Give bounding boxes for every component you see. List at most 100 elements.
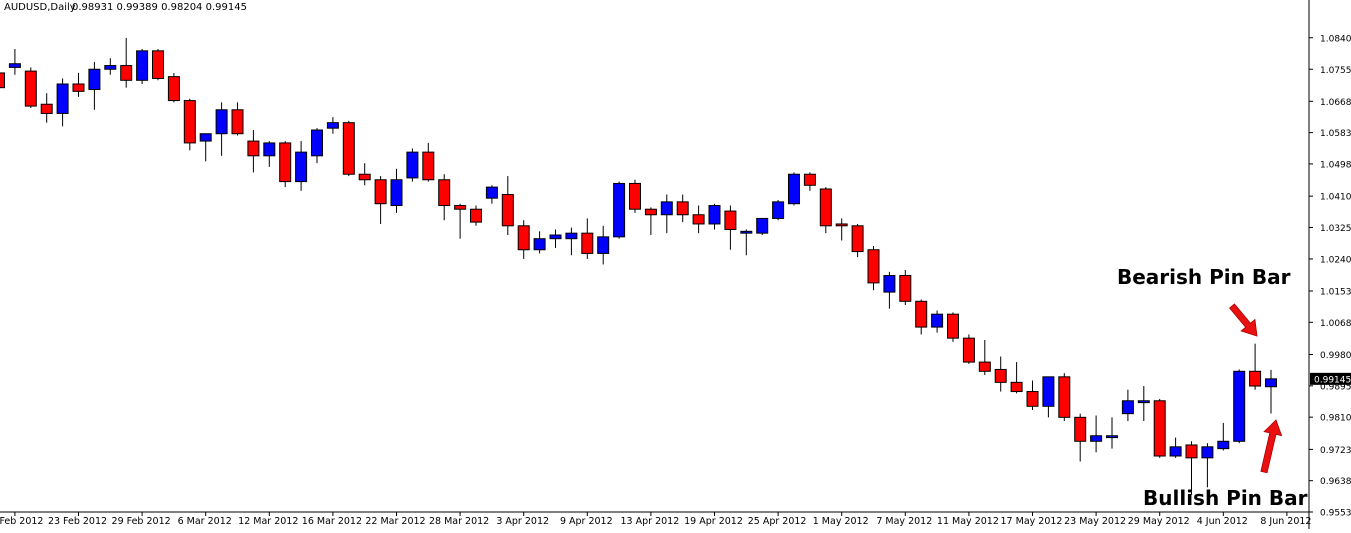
candle <box>295 141 308 191</box>
candle <box>1026 380 1039 410</box>
x-tick-label: 8 Jun 2012 <box>1260 516 1311 527</box>
y-tick-label: 1.04105 <box>1320 193 1351 203</box>
candle <box>470 205 482 226</box>
candle <box>136 48 149 84</box>
candle <box>167 72 180 103</box>
candle-body <box>342 122 355 175</box>
candle-body <box>1201 446 1214 459</box>
candle-body <box>247 140 260 157</box>
candle <box>231 102 244 136</box>
candle-body <box>899 275 912 302</box>
candle-body <box>1090 435 1103 442</box>
candle <box>883 271 896 309</box>
current-price-label: 0.99145 <box>1314 375 1351 385</box>
y-tick-label: 1.05830 <box>1320 129 1351 139</box>
y-tick-label: 1.07550 <box>1320 66 1351 76</box>
candle <box>629 179 641 213</box>
candle <box>24 67 37 108</box>
candle <box>740 229 753 256</box>
candle-body <box>1153 400 1166 457</box>
candle-body <box>24 70 37 107</box>
candle <box>247 130 260 173</box>
candle <box>263 141 276 167</box>
y-tick-label: 0.99805 <box>1320 351 1351 361</box>
candle-body <box>167 76 180 102</box>
candle <box>1090 415 1103 453</box>
candle-body <box>295 151 308 183</box>
y-tick-label: 1.01530 <box>1320 287 1351 297</box>
candle <box>803 172 816 191</box>
candle-body <box>756 217 769 234</box>
candle <box>613 181 626 239</box>
y-tick-label: 1.02400 <box>1320 255 1351 265</box>
x-tick-label: 19 Apr 2012 <box>684 516 743 527</box>
x-tick-label: 17 May 2012 <box>1001 516 1063 527</box>
candle-body <box>851 225 864 253</box>
candle-body <box>56 83 69 114</box>
candle-body <box>1121 400 1134 415</box>
candle-body <box>962 337 975 363</box>
candle-body <box>406 151 419 179</box>
candle <box>454 203 467 239</box>
candle-body <box>485 186 498 199</box>
candle-body <box>565 232 578 240</box>
candle <box>374 176 387 224</box>
x-tick-label: 7 May 2012 <box>876 516 932 527</box>
y-tick-label: 1.03255 <box>1320 224 1351 234</box>
candle <box>549 229 562 248</box>
candle-body <box>644 208 657 216</box>
candle-body <box>1185 444 1198 459</box>
candle-body <box>0 72 5 89</box>
candle-body <box>231 109 244 135</box>
x-tick-label: 25 Apr 2012 <box>748 516 807 527</box>
y-tick-label: 0.95530 <box>1320 509 1351 519</box>
candle <box>835 218 848 241</box>
candle-body <box>1074 416 1087 442</box>
candle <box>88 61 101 110</box>
candle-body <box>994 368 1007 383</box>
candle-body <box>803 173 816 186</box>
x-tick-label: 22 Mar 2012 <box>365 516 425 527</box>
candle <box>56 78 69 127</box>
candle-body <box>358 173 371 181</box>
candle-body <box>1233 370 1246 442</box>
candle-body <box>311 129 323 157</box>
candle-body <box>772 201 785 219</box>
candle-body <box>883 275 896 293</box>
candle <box>597 225 610 265</box>
candle-body <box>72 83 85 92</box>
candle-body <box>263 142 276 157</box>
x-tick-label: 6 Mar 2012 <box>178 516 232 527</box>
bearish-arrow-shape <box>1228 303 1258 337</box>
candle-body <box>613 182 626 238</box>
candle <box>326 117 339 134</box>
candle-body <box>867 249 880 284</box>
annotations-layer: Bearish Pin Bar Bullish Pin Bar <box>1117 265 1308 510</box>
candle-body <box>724 210 737 230</box>
candle-body <box>152 50 164 79</box>
candle-body <box>199 133 212 142</box>
candle-body <box>1137 400 1150 404</box>
candle <box>581 218 594 259</box>
candle-body <box>120 65 133 81</box>
candle <box>311 128 323 164</box>
candle-body <box>788 173 800 205</box>
candle <box>676 194 689 223</box>
candle <box>1010 362 1023 394</box>
candle-body <box>40 103 53 114</box>
candle-body <box>517 225 530 251</box>
candle-body <box>215 109 228 135</box>
candle <box>708 203 721 230</box>
candle-body <box>390 179 403 207</box>
bearish-pin-bar-label: Bearish Pin Bar <box>1117 265 1291 289</box>
candle-body <box>374 179 387 205</box>
candle <box>40 93 53 123</box>
candle-body <box>454 205 467 210</box>
candle <box>406 148 419 182</box>
ohlc-label: 0.98931 0.99389 0.98204 0.99145 <box>72 2 247 13</box>
candle-body <box>438 179 451 207</box>
candle <box>931 310 944 333</box>
